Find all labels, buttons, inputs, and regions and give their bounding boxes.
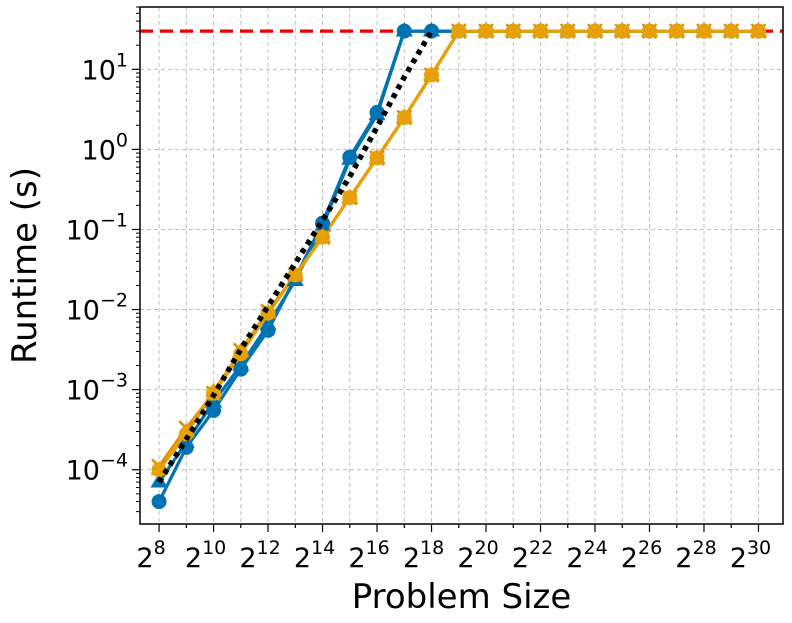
x-tick-label: 212 <box>239 537 280 574</box>
series-marker-triangle <box>313 217 332 232</box>
x-tick-label: 222 <box>512 537 553 574</box>
x-tick-label: 228 <box>675 537 716 574</box>
x-tick-label: 218 <box>403 537 444 574</box>
series-marker-triangle <box>177 422 195 437</box>
series-marker-circle <box>151 494 167 510</box>
series-line-4 <box>157 29 759 471</box>
y-tick-label: 10−4 <box>66 450 128 487</box>
series-marker-triangle <box>259 315 277 330</box>
x-tick-label: 224 <box>566 537 607 574</box>
x-tick-label: 214 <box>294 537 335 574</box>
plot-frame <box>139 6 784 525</box>
x-tick-label: 220 <box>457 537 498 574</box>
y-tick-label: 10−2 <box>66 290 128 327</box>
series-marker-triangle <box>531 22 550 37</box>
y-tick-label: 100 <box>82 129 128 166</box>
x-tick-label: 230 <box>730 537 771 574</box>
series-marker-triangle <box>205 382 223 397</box>
series-marker-triangle <box>341 188 359 204</box>
series-marker-triangle <box>695 22 713 37</box>
series-marker-triangle <box>313 228 332 243</box>
series-marker-triangle <box>722 22 740 37</box>
series-marker-triangle <box>368 149 386 164</box>
series-marker-triangle <box>395 108 413 123</box>
y-tick-label: 10−1 <box>66 209 128 246</box>
series-marker-triangle <box>504 22 522 37</box>
series-marker-triangle <box>640 22 659 37</box>
y-tick-label: 101 <box>82 49 128 86</box>
series-marker-triangle <box>450 22 468 37</box>
series-marker-triangle <box>286 266 304 281</box>
axis-ticks: 28 210 212 214 216 218 220 222 224 226 228 230 10−4 1… <box>66 6 771 574</box>
x-tick-label: 28 <box>136 537 165 574</box>
series-marker-triangle <box>395 22 413 37</box>
x-tick-label: 226 <box>621 537 662 574</box>
series-marker-triangle <box>368 105 386 121</box>
grid <box>140 7 783 524</box>
y-axis-label: Runtime (s) <box>5 167 45 364</box>
series-marker-triangle <box>559 22 577 37</box>
x-tick-label: 216 <box>348 537 389 574</box>
series-marker-triangle <box>341 150 359 165</box>
series-lines <box>140 29 783 503</box>
x-axis-label: Problem Size <box>352 577 572 617</box>
series-marker-triangle <box>749 22 768 37</box>
series-marker-triangle <box>613 22 631 37</box>
x-tick-label: 210 <box>185 537 226 574</box>
y-tick-label: 10−3 <box>66 370 128 407</box>
series-marker-triangle <box>477 22 495 37</box>
series-marker-triangle <box>232 356 250 371</box>
series-marker-triangle <box>586 22 604 37</box>
series-marker-triangle <box>668 22 686 37</box>
series-markers <box>150 22 768 510</box>
series-marker-triangle <box>422 65 441 81</box>
series-line-5 <box>157 29 759 471</box>
